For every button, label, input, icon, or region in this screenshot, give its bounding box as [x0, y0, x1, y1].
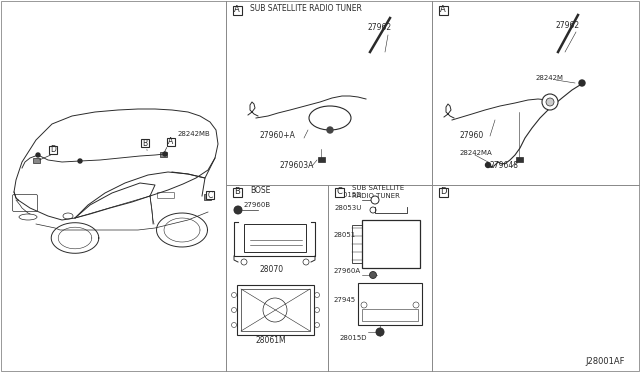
Bar: [241, 289, 310, 331]
Circle shape: [369, 272, 376, 279]
Bar: [167, 138, 175, 146]
Text: 27960: 27960: [460, 131, 484, 140]
Text: 27960+A: 27960+A: [260, 131, 296, 140]
Circle shape: [542, 94, 558, 110]
Circle shape: [163, 152, 167, 156]
Text: B: B: [234, 187, 240, 196]
Text: J28001AF: J28001AF: [586, 357, 625, 366]
Bar: [237, 285, 314, 335]
Bar: [204, 194, 211, 200]
Bar: [141, 139, 149, 147]
Circle shape: [234, 206, 242, 214]
Text: 28242MB: 28242MB: [178, 131, 211, 137]
Text: SUB SATELLITE: SUB SATELLITE: [352, 185, 404, 191]
Text: 27962: 27962: [555, 21, 579, 30]
Text: 279603A: 279603A: [280, 161, 314, 170]
Bar: [232, 6, 241, 15]
Text: 279648: 279648: [490, 161, 519, 170]
Bar: [33, 158, 40, 163]
Circle shape: [370, 207, 376, 213]
Text: A: A: [234, 6, 240, 15]
Text: A: A: [440, 6, 446, 15]
Bar: [160, 152, 167, 157]
Text: 28015D: 28015D: [340, 335, 367, 341]
Text: C: C: [207, 190, 212, 199]
Text: SUB SATELLITE RADIO TUNER: SUB SATELLITE RADIO TUNER: [250, 4, 362, 13]
Text: D: D: [50, 145, 56, 154]
Text: 27962: 27962: [368, 23, 392, 32]
Text: B: B: [143, 138, 148, 148]
Bar: [318, 157, 325, 162]
Bar: [244, 224, 306, 252]
Circle shape: [78, 159, 82, 163]
Bar: [232, 187, 241, 196]
Text: 28242M: 28242M: [536, 75, 564, 81]
Circle shape: [327, 127, 333, 133]
Bar: [438, 187, 447, 196]
Text: C: C: [336, 187, 342, 196]
Circle shape: [579, 80, 585, 86]
Bar: [362, 309, 418, 321]
Bar: [352, 225, 362, 263]
Bar: [438, 6, 447, 15]
Circle shape: [371, 196, 379, 204]
Circle shape: [376, 328, 384, 336]
Bar: [335, 187, 344, 196]
Text: 28070: 28070: [260, 265, 284, 274]
Bar: [516, 157, 523, 162]
Text: BOSE: BOSE: [250, 186, 270, 195]
Text: A: A: [168, 138, 173, 147]
Text: 28061M: 28061M: [255, 336, 285, 345]
Text: 28053U: 28053U: [335, 205, 362, 211]
Text: 28051: 28051: [334, 232, 356, 238]
Text: D: D: [440, 187, 446, 196]
Bar: [206, 191, 214, 199]
Text: 27960A: 27960A: [334, 268, 361, 274]
Text: 28242MA: 28242MA: [460, 150, 493, 156]
Ellipse shape: [309, 106, 351, 130]
Text: 27960B: 27960B: [244, 202, 271, 208]
Text: 27945: 27945: [334, 297, 356, 303]
Text: RADIO TUNER: RADIO TUNER: [352, 193, 400, 199]
Text: 28015D: 28015D: [335, 192, 362, 198]
Circle shape: [36, 153, 40, 157]
Circle shape: [546, 98, 554, 106]
Bar: [362, 220, 420, 268]
Ellipse shape: [63, 213, 73, 219]
Bar: [358, 283, 422, 325]
Circle shape: [486, 163, 490, 167]
Bar: [49, 146, 57, 154]
